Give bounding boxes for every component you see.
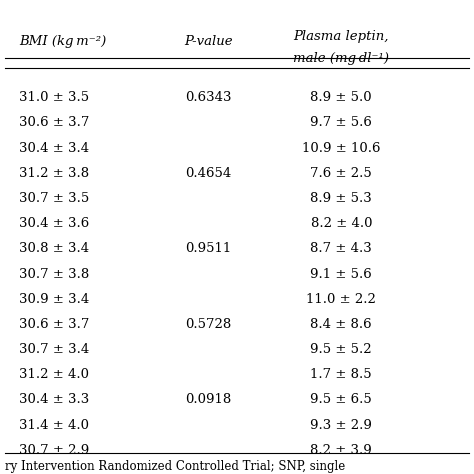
Text: 0.6343: 0.6343 <box>185 91 232 104</box>
Text: 11.0 ± 2.2: 11.0 ± 2.2 <box>306 293 376 306</box>
Text: 9.5 ± 5.2: 9.5 ± 5.2 <box>310 343 372 356</box>
Text: ry Intervention Randomized Controlled Trial; SNP, single: ry Intervention Randomized Controlled Tr… <box>5 460 345 473</box>
Text: P-value: P-value <box>184 35 233 48</box>
Text: 30.7 ± 3.8: 30.7 ± 3.8 <box>19 267 89 281</box>
Text: 0.4654: 0.4654 <box>185 167 232 180</box>
Text: 0.5728: 0.5728 <box>185 318 232 331</box>
Text: 8.4 ± 8.6: 8.4 ± 8.6 <box>310 318 372 331</box>
Text: 8.2 ± 3.9: 8.2 ± 3.9 <box>310 444 372 457</box>
Text: 7.6 ± 2.5: 7.6 ± 2.5 <box>310 167 372 180</box>
Text: 30.7 ± 2.9: 30.7 ± 2.9 <box>19 444 89 457</box>
Text: 0.0918: 0.0918 <box>185 393 232 406</box>
Text: 30.6 ± 3.7: 30.6 ± 3.7 <box>19 318 89 331</box>
Text: 30.4 ± 3.3: 30.4 ± 3.3 <box>19 393 89 406</box>
Text: 31.2 ± 4.0: 31.2 ± 4.0 <box>19 368 89 381</box>
Text: 8.9 ± 5.0: 8.9 ± 5.0 <box>310 91 372 104</box>
Text: 8.7 ± 4.3: 8.7 ± 4.3 <box>310 242 372 255</box>
Text: 8.9 ± 5.3: 8.9 ± 5.3 <box>310 192 372 205</box>
Text: 30.4 ± 3.6: 30.4 ± 3.6 <box>19 217 89 230</box>
Text: 30.9 ± 3.4: 30.9 ± 3.4 <box>19 293 89 306</box>
Text: 31.2 ± 3.8: 31.2 ± 3.8 <box>19 167 89 180</box>
Text: 9.1 ± 5.6: 9.1 ± 5.6 <box>310 267 372 281</box>
Text: 9.7 ± 5.6: 9.7 ± 5.6 <box>310 117 372 129</box>
Text: 9.5 ± 6.5: 9.5 ± 6.5 <box>310 393 372 406</box>
Text: 31.0 ± 3.5: 31.0 ± 3.5 <box>19 91 89 104</box>
Text: 8.2 ± 4.0: 8.2 ± 4.0 <box>310 217 372 230</box>
Text: BMI (kg m⁻²): BMI (kg m⁻²) <box>19 35 106 48</box>
Text: 9.3 ± 2.9: 9.3 ± 2.9 <box>310 419 372 432</box>
Text: 0.9511: 0.9511 <box>185 242 232 255</box>
Text: 31.4 ± 4.0: 31.4 ± 4.0 <box>19 419 89 432</box>
Text: 30.4 ± 3.4: 30.4 ± 3.4 <box>19 142 89 155</box>
Text: 30.7 ± 3.4: 30.7 ± 3.4 <box>19 343 89 356</box>
Text: 10.9 ± 10.6: 10.9 ± 10.6 <box>302 142 381 155</box>
Text: 30.8 ± 3.4: 30.8 ± 3.4 <box>19 242 89 255</box>
Text: Plasma leptin,: Plasma leptin, <box>293 30 389 43</box>
Text: 30.7 ± 3.5: 30.7 ± 3.5 <box>19 192 89 205</box>
Text: 30.6 ± 3.7: 30.6 ± 3.7 <box>19 117 89 129</box>
Text: male (mg dl⁻¹): male (mg dl⁻¹) <box>293 52 389 64</box>
Text: 1.7 ± 8.5: 1.7 ± 8.5 <box>310 368 372 381</box>
